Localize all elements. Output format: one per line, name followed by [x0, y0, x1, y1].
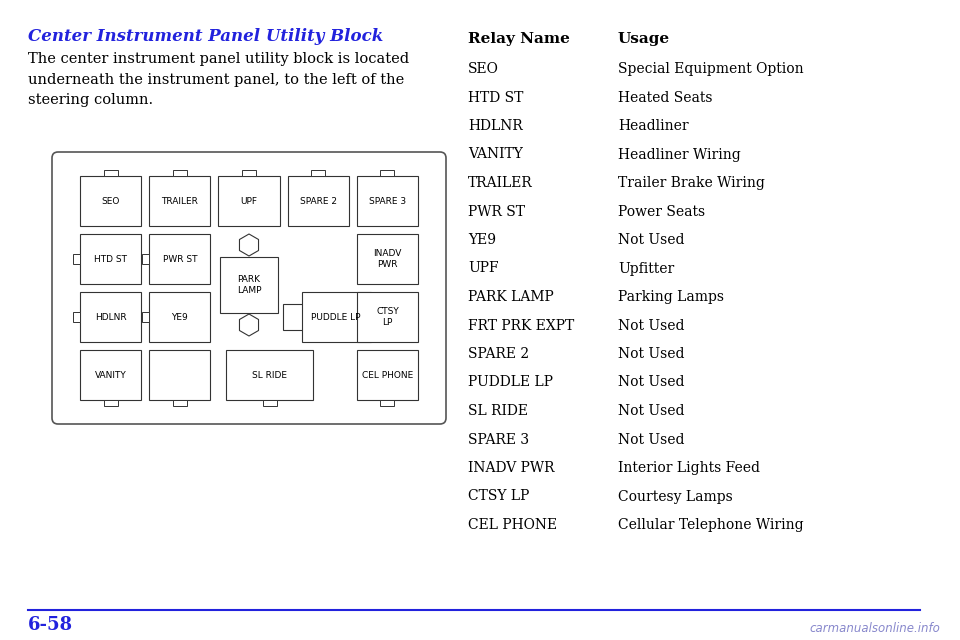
Text: PWR ST: PWR ST — [468, 205, 525, 218]
Bar — [142, 312, 149, 322]
Bar — [80, 234, 141, 284]
Text: Usage: Usage — [618, 32, 670, 46]
Bar — [357, 350, 418, 400]
Bar — [380, 400, 395, 406]
Bar — [149, 350, 210, 400]
Text: Not Used: Not Used — [618, 233, 684, 247]
Bar — [73, 312, 80, 322]
Text: SL RIDE: SL RIDE — [468, 404, 528, 418]
Bar — [80, 176, 141, 226]
Bar — [173, 170, 187, 176]
Text: PARK LAMP: PARK LAMP — [468, 290, 554, 304]
Text: INADV
PWR: INADV PWR — [373, 250, 401, 269]
Text: Upfitter: Upfitter — [618, 262, 674, 275]
Bar — [219, 176, 279, 226]
Text: Heated Seats: Heated Seats — [618, 90, 712, 104]
Bar — [80, 292, 141, 342]
Bar — [142, 254, 149, 264]
Bar — [221, 257, 277, 313]
Text: UPF: UPF — [241, 196, 257, 205]
Text: PARK
LAMP: PARK LAMP — [237, 275, 261, 294]
Text: VANITY: VANITY — [468, 147, 523, 161]
Text: HDLNR: HDLNR — [468, 119, 523, 133]
Text: Not Used: Not Used — [618, 347, 684, 361]
Text: CTSY LP: CTSY LP — [468, 490, 529, 504]
Text: FRT PRK EXPT: FRT PRK EXPT — [468, 319, 574, 333]
Text: TRAILER: TRAILER — [161, 196, 198, 205]
Text: CTSY
LP: CTSY LP — [376, 307, 398, 326]
FancyBboxPatch shape — [52, 152, 446, 424]
Text: Cellular Telephone Wiring: Cellular Telephone Wiring — [618, 518, 804, 532]
Text: Not Used: Not Used — [618, 376, 684, 390]
Bar — [357, 292, 418, 342]
Polygon shape — [239, 314, 258, 336]
Text: Not Used: Not Used — [618, 433, 684, 447]
Text: SPARE 2: SPARE 2 — [468, 347, 529, 361]
Text: Courtesy Lamps: Courtesy Lamps — [618, 490, 732, 504]
Bar — [380, 170, 395, 176]
Text: PUDDLE LP: PUDDLE LP — [468, 376, 553, 390]
Text: SPARE 2: SPARE 2 — [300, 196, 337, 205]
Text: PWR ST: PWR ST — [162, 255, 197, 264]
Text: Not Used: Not Used — [618, 404, 684, 418]
Text: TRAILER: TRAILER — [468, 176, 533, 190]
Text: 6-58: 6-58 — [28, 616, 73, 634]
Polygon shape — [239, 234, 258, 256]
Bar — [288, 176, 348, 226]
Text: YE9: YE9 — [468, 233, 496, 247]
Text: YE9: YE9 — [172, 312, 188, 321]
Text: CEL PHONE: CEL PHONE — [468, 518, 557, 532]
Text: Special Equipment Option: Special Equipment Option — [618, 62, 804, 76]
Text: Headliner Wiring: Headliner Wiring — [618, 147, 741, 161]
Text: Center Instrument Panel Utility Block: Center Instrument Panel Utility Block — [28, 28, 383, 45]
Text: Trailer Brake Wiring: Trailer Brake Wiring — [618, 176, 765, 190]
Text: carmanualsonline.info: carmanualsonline.info — [809, 622, 940, 635]
Text: SPARE 3: SPARE 3 — [369, 196, 406, 205]
Text: VANITY: VANITY — [95, 371, 127, 380]
Bar — [80, 350, 141, 400]
Text: Not Used: Not Used — [618, 319, 684, 333]
Bar — [357, 176, 418, 226]
Text: INADV PWR: INADV PWR — [468, 461, 555, 475]
Bar — [227, 350, 313, 400]
Bar — [282, 304, 308, 330]
Text: HTD ST: HTD ST — [94, 255, 127, 264]
Text: HDLNR: HDLNR — [95, 312, 127, 321]
Bar — [149, 292, 210, 342]
Bar — [104, 170, 117, 176]
Text: Headliner: Headliner — [618, 119, 688, 133]
Bar — [263, 400, 276, 406]
Text: Parking Lamps: Parking Lamps — [618, 290, 724, 304]
Text: Interior Lights Feed: Interior Lights Feed — [618, 461, 760, 475]
Bar — [357, 234, 418, 284]
Text: Power Seats: Power Seats — [618, 205, 706, 218]
Bar — [173, 400, 187, 406]
Text: SPARE 3: SPARE 3 — [468, 433, 529, 447]
Bar — [149, 234, 210, 284]
Text: UPF: UPF — [468, 262, 498, 275]
Text: Relay Name: Relay Name — [468, 32, 570, 46]
Text: The center instrument panel utility block is located
underneath the instrument p: The center instrument panel utility bloc… — [28, 52, 409, 107]
Bar — [104, 400, 117, 406]
Text: CEL PHONE: CEL PHONE — [362, 371, 413, 380]
Bar — [73, 254, 80, 264]
Text: SL RIDE: SL RIDE — [252, 371, 287, 380]
Bar — [149, 176, 210, 226]
Text: SEO: SEO — [102, 196, 120, 205]
Text: PUDDLE LP: PUDDLE LP — [311, 312, 361, 321]
Bar — [301, 292, 371, 342]
Text: SEO: SEO — [468, 62, 499, 76]
Text: HTD ST: HTD ST — [468, 90, 523, 104]
Bar — [311, 170, 325, 176]
Bar — [242, 170, 256, 176]
